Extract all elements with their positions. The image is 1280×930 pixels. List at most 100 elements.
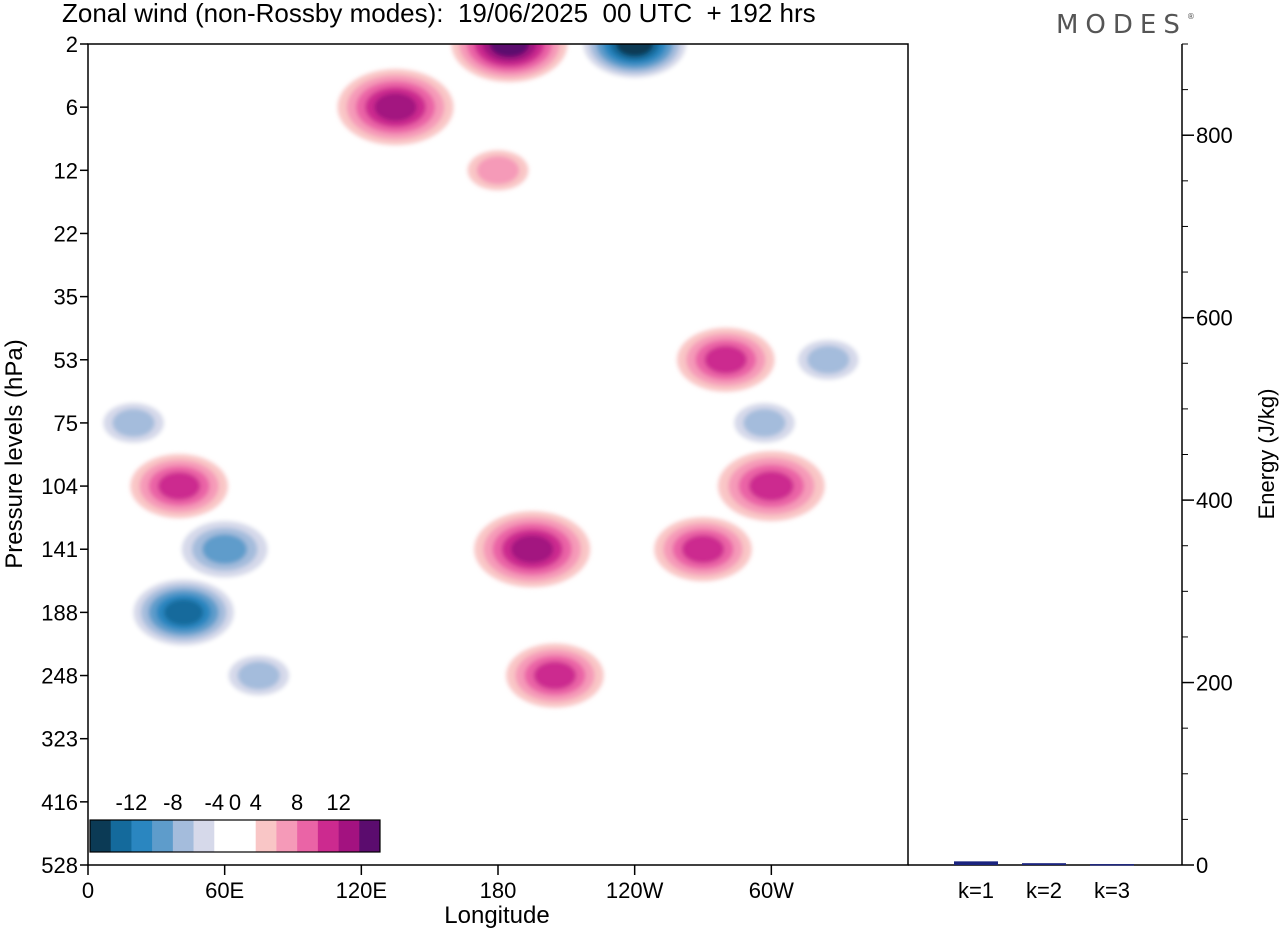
brand-mark: ® [1186, 12, 1195, 21]
colorbar-swatch [338, 820, 360, 852]
contour-feature [717, 451, 825, 522]
y-tick-label: 528 [41, 853, 78, 878]
energy-axis-ticks: 0 200 400 600 800 [1182, 43, 1233, 878]
contour-feature [171, 514, 279, 585]
contour-ring [476, 156, 520, 185]
x-tick-label: 60E [205, 878, 244, 903]
y-axis-label: Pressure levels (hPa) [1, 339, 28, 568]
y-tick-label: 2 [66, 32, 78, 57]
y-tick-label: 12 [54, 158, 78, 183]
colorbar-swatch [152, 820, 174, 852]
energy-tick-label: 600 [1196, 306, 1233, 331]
contour-feature [506, 643, 604, 708]
contour-feature [130, 454, 228, 519]
contour-ring [807, 345, 850, 374]
contour-ring [681, 535, 725, 564]
contour-feature [676, 327, 775, 392]
energy-tick-label: 0 [1196, 853, 1208, 878]
contour-ring [157, 472, 201, 501]
y-tick-label: 141 [41, 537, 78, 562]
contour-feature [467, 150, 529, 191]
x-tick-label: 60W [749, 878, 794, 903]
x-axis-ticks: 0 60E 120E 180 120W 60W [82, 865, 794, 903]
x-tick-label: 120E [336, 878, 387, 903]
y-tick-label: 22 [54, 221, 78, 246]
x-tick-label: 180 [480, 878, 517, 903]
contour-feature [219, 649, 299, 702]
colorbar-label: -8 [163, 790, 183, 815]
colorbar-swatch [193, 820, 215, 852]
chart-title: Zonal wind (non-Rossby modes): 19/06/202… [62, 0, 816, 28]
x-tick-label: 120W [606, 878, 664, 903]
colorbar-label: 4 [250, 790, 262, 815]
y-tick-label: 323 [41, 727, 78, 752]
colorbar-swatch [255, 820, 277, 852]
contour-ring [748, 471, 794, 501]
colorbar-swatch [172, 820, 194, 852]
contour-feature [576, 44, 693, 82]
y-tick-label: 416 [41, 790, 78, 815]
contour-ring [202, 534, 248, 565]
contour-ring [510, 535, 554, 564]
contour-ring [237, 661, 281, 690]
colorbar-swatch [110, 820, 132, 852]
energy-tick-label: 400 [1196, 488, 1233, 513]
colorbar-label: 8 [291, 790, 303, 815]
contour-ring [704, 345, 747, 374]
colorbar-label: -4 [205, 790, 225, 815]
energy-category-label: k=1 [958, 878, 994, 903]
energy-bar [1022, 863, 1066, 865]
x-tick-label: 0 [82, 878, 94, 903]
contour-ring [163, 599, 204, 626]
energy-bars: k=1 k=2 k=3 [954, 861, 1134, 903]
contour-feature [93, 396, 174, 449]
contour-ring [489, 44, 530, 57]
colorbar-label: -12 [116, 790, 148, 815]
contour-ring [112, 408, 155, 437]
colorbar: -12 -8 -4 0 4 8 12 [89, 790, 381, 853]
y-tick-label: 248 [41, 664, 78, 689]
y-tick-label: 75 [54, 411, 78, 436]
contour-ring [743, 408, 786, 437]
y-tick-label: 53 [54, 348, 78, 373]
y-tick-label: 35 [54, 285, 78, 310]
colorbar-swatch [235, 820, 257, 852]
energy-tick-label: 800 [1196, 123, 1233, 148]
brand-logo: MODES® [1056, 10, 1195, 40]
colorbar-frame [89, 819, 381, 853]
y-tick-label: 104 [41, 474, 78, 499]
contour-feature [125, 574, 242, 651]
colorbar-swatch [90, 820, 112, 852]
contour-feature [724, 396, 805, 449]
x-axis-label: Longitude [444, 902, 549, 929]
contour-layers [93, 44, 868, 708]
contour-ring [533, 661, 577, 690]
colorbar-swatch [359, 820, 381, 852]
brand-name: MODES [1056, 10, 1187, 40]
y-tick-label: 6 [66, 95, 78, 120]
contour-feature [474, 511, 591, 588]
plot-frames [87, 43, 1183, 866]
contour-feature [451, 44, 568, 82]
energy-axis-label: Energy (J/kg) [1254, 389, 1279, 520]
contour-field [93, 44, 868, 708]
colorbar-swatch [317, 820, 339, 852]
y-axis-ticks: 2 6 12 22 35 53 75 104 141 188 248 323 416 528 [41, 32, 88, 878]
energy-bar [954, 861, 998, 865]
contour-ring [374, 93, 417, 122]
energy-tick-label: 200 [1196, 671, 1233, 696]
contour-feature [337, 69, 454, 146]
energy-category-label: k=2 [1026, 878, 1062, 903]
colorbar-swatch [276, 820, 298, 852]
colorbar-label: 12 [326, 790, 350, 815]
contour-ring [616, 44, 654, 57]
colorbar-swatch [131, 820, 153, 852]
energy-bar [1090, 864, 1134, 866]
contour-feature [788, 333, 868, 386]
energy-category-label: k=3 [1094, 878, 1130, 903]
colorbar-swatch [214, 820, 236, 852]
colorbar-label: 0 [229, 790, 241, 815]
colorbar-swatch [297, 820, 319, 852]
contour-feature [654, 517, 752, 582]
